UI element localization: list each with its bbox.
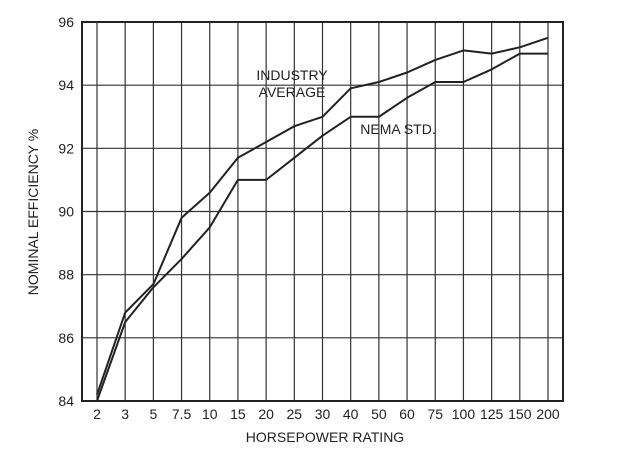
x-axis-label: HORSEPOWER RATING <box>246 429 404 445</box>
y-tick-label: 92 <box>58 140 74 156</box>
y-tick-label: 96 <box>58 14 74 30</box>
x-tick-label: 7.5 <box>172 406 192 422</box>
x-tick-label: 125 <box>480 406 504 422</box>
series-line-industry-average <box>96 36 549 396</box>
x-tick-label: 5 <box>149 406 157 422</box>
y-tick-label: 86 <box>58 330 74 346</box>
x-tick-label: 150 <box>508 406 532 422</box>
y-tick-label: 90 <box>58 204 74 220</box>
series-label-line: AVERAGE <box>259 84 326 100</box>
series-label-line: NEMA STD. <box>360 121 435 137</box>
y-tick-label: 84 <box>58 393 74 409</box>
x-tick-labels: 2 3 5 7.5 10 15 20 25 30 40 50 60 75 100 125 150 200 <box>93 406 560 422</box>
x-tick-label: 100 <box>452 406 476 422</box>
x-tick-label: 30 <box>315 406 331 422</box>
series-label-industry-average: INDUSTRY AVERAGE <box>256 67 328 100</box>
series-label-nema-std: NEMA STD. <box>360 121 435 137</box>
x-tick-label: 3 <box>121 406 129 422</box>
x-tick-label: 25 <box>287 406 303 422</box>
plot-frame <box>81 21 564 402</box>
x-tick-label: 50 <box>371 406 387 422</box>
x-tick-label: 20 <box>258 406 274 422</box>
series-labels: INDUSTRY AVERAGE NEMA STD. <box>256 67 435 137</box>
x-tick-label: 2 <box>93 406 101 422</box>
series-line-nema-std <box>96 52 548 402</box>
y-tick-labels: 84 86 88 90 92 94 96 <box>58 14 74 409</box>
y-tick-label: 94 <box>58 77 74 93</box>
x-tick-label: 40 <box>343 406 359 422</box>
y-tick-label: 88 <box>58 267 74 283</box>
x-tick-label: 200 <box>536 406 560 422</box>
x-tick-label: 75 <box>427 406 443 422</box>
series-label-line: INDUSTRY <box>256 67 328 83</box>
series-lines <box>96 36 549 402</box>
x-tick-label: 15 <box>230 406 246 422</box>
x-tick-label: 60 <box>399 406 415 422</box>
x-tick-label: 10 <box>202 406 218 422</box>
y-axis-label: NOMINAL EFFICIENCY % <box>25 129 41 295</box>
